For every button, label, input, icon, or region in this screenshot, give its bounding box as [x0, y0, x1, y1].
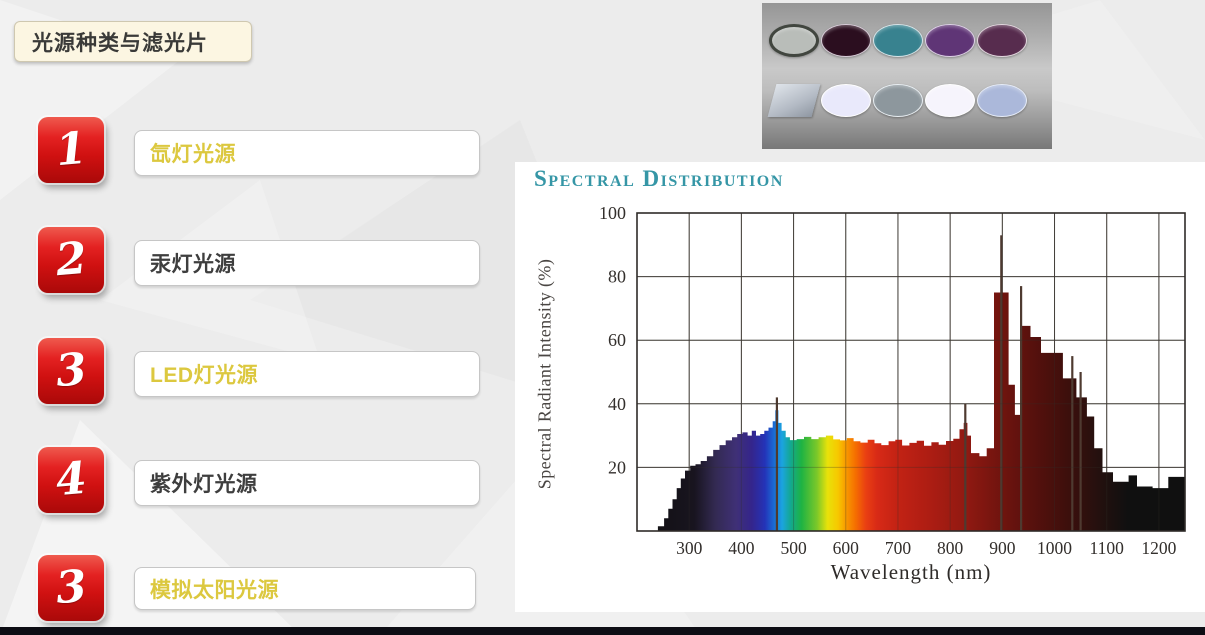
svg-text:20: 20 — [608, 457, 626, 477]
svg-text:1000: 1000 — [1037, 538, 1072, 558]
svg-text:500: 500 — [780, 538, 807, 558]
item-label: 紫外灯光源 — [150, 473, 258, 496]
item-number: 3 — [53, 343, 89, 398]
item-number-badge: 3 — [38, 555, 104, 621]
item-label-box: 氙灯光源 — [134, 130, 480, 176]
item-label: 模拟太阳光源 — [150, 578, 279, 602]
chart-x-axis-label: Wavelength (nm) — [830, 560, 992, 584]
footer-bar — [0, 627, 1205, 635]
svg-text:80: 80 — [608, 267, 626, 287]
svg-text:40: 40 — [608, 394, 626, 414]
list-item-3: 3 LED灯光源 — [38, 338, 498, 408]
item-number-badge: 3 — [38, 338, 104, 404]
item-number: 2 — [53, 232, 89, 287]
list-item-4: 4 紫外灯光源 — [38, 447, 498, 517]
pale-lavender-filter-disc — [821, 84, 871, 117]
svg-text:300: 300 — [676, 538, 703, 558]
spectral-chart-panel: Spectral Distribution Spectral Radiant I… — [515, 162, 1205, 612]
purple-filter-disc — [925, 24, 975, 57]
dark-magenta-filter-disc — [821, 24, 871, 57]
plum-filter-disc — [977, 24, 1027, 57]
svg-text:600: 600 — [833, 538, 860, 558]
periwinkle-filter-disc — [977, 84, 1027, 117]
svg-text:700: 700 — [885, 538, 912, 558]
item-number: 3 — [53, 560, 89, 615]
teal-filter-disc — [873, 24, 923, 57]
svg-text:900: 900 — [989, 538, 1016, 558]
glass-plate — [767, 84, 821, 117]
svg-text:800: 800 — [937, 538, 964, 558]
list-item-2: 2 汞灯光源 — [38, 227, 498, 297]
filters-photo — [762, 3, 1052, 149]
svg-text:100: 100 — [599, 203, 626, 223]
filters-row-circular — [769, 24, 1027, 57]
slide-title: 光源种类与滤光片 — [32, 31, 208, 55]
item-label: LED灯光源 — [150, 364, 258, 387]
gray-filter-disc — [873, 84, 923, 117]
filters-row-flat — [767, 84, 1027, 117]
svg-text:1100: 1100 — [1090, 538, 1125, 558]
item-label: 氙灯光源 — [150, 143, 236, 166]
white-filter-disc — [925, 84, 975, 117]
item-number: 1 — [53, 122, 89, 177]
svg-text:60: 60 — [608, 330, 626, 350]
slide-title-box: 光源种类与滤光片 — [14, 21, 252, 62]
item-number-badge: 1 — [38, 117, 104, 183]
spectral-distribution-chart: 300 400 500 600 700 800 900 1000 1100 1200 20 40 60 8… — [599, 203, 1186, 558]
item-number: 4 — [53, 452, 89, 507]
silver-nd-filter-disc — [769, 24, 819, 57]
chart-title: Spectral Distribution — [534, 166, 784, 191]
item-number-badge: 4 — [38, 447, 104, 513]
item-label-box: 紫外灯光源 — [134, 460, 480, 506]
item-label: 汞灯光源 — [150, 253, 236, 276]
svg-text:1200: 1200 — [1141, 538, 1176, 558]
list-item-1: 1 氙灯光源 — [38, 117, 498, 187]
svg-text:400: 400 — [728, 538, 755, 558]
item-label-box: 汞灯光源 — [134, 240, 480, 286]
item-label-box: 模拟太阳光源 — [134, 567, 476, 610]
item-label-box: LED灯光源 — [134, 351, 480, 397]
item-number-badge: 2 — [38, 227, 104, 293]
list-item-5: 3 模拟太阳光源 — [38, 555, 498, 625]
